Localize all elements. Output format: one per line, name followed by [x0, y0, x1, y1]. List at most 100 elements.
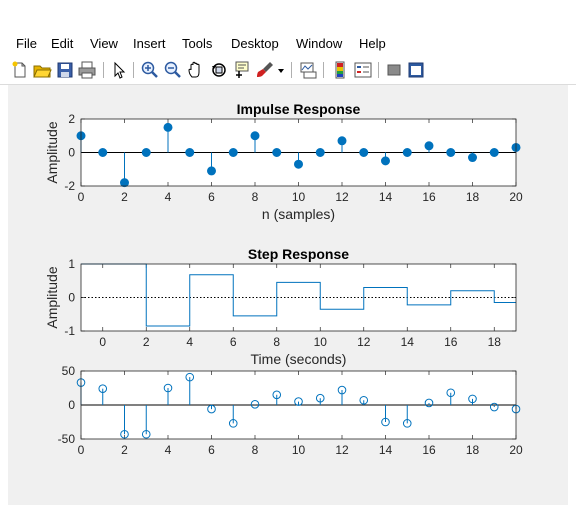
stem-marker	[381, 156, 390, 166]
stem-marker	[98, 384, 108, 393]
stem-marker	[315, 148, 325, 157]
toolbar-separator	[291, 62, 292, 78]
y-tick-label: 0	[68, 146, 75, 160]
link-plot-icon[interactable]	[298, 60, 318, 80]
data-cursor-icon[interactable]	[232, 60, 252, 80]
brush-icon[interactable]	[255, 60, 275, 80]
menu-edit[interactable]: Edit	[51, 36, 74, 51]
menu-tools[interactable]: Tools	[182, 36, 213, 51]
stem-marker	[402, 419, 412, 428]
toolbar-separator	[323, 62, 324, 78]
x-tick-label: 18	[488, 335, 502, 349]
menu-view[interactable]: View	[90, 36, 118, 51]
y-tick-label: 2	[68, 112, 75, 126]
zoom-in-icon[interactable]	[140, 60, 160, 80]
stem-marker	[489, 148, 499, 157]
x-tick-label: 0	[99, 335, 106, 349]
stem-marker	[337, 385, 347, 395]
dropdown-arrow-icon[interactable]	[276, 60, 286, 80]
chart-title: Impulse Response	[237, 101, 361, 117]
stem-marker	[424, 398, 434, 408]
x-tick-label: 0	[78, 190, 85, 204]
stem-marker	[163, 122, 173, 132]
stem-marker	[359, 395, 369, 405]
colorbar-icon[interactable]	[330, 60, 350, 80]
axes-border	[80, 118, 517, 187]
x-tick-label: 4	[186, 335, 193, 349]
x-tick-label: 8	[252, 190, 259, 204]
new-file-icon[interactable]	[10, 60, 30, 80]
x-tick-label: 18	[466, 443, 480, 457]
stem-marker	[489, 402, 499, 412]
y-tick-label: -50	[58, 432, 76, 446]
pan-hand-icon[interactable]	[186, 60, 206, 80]
x-tick-label: 4	[165, 443, 172, 457]
open-folder-icon[interactable]	[32, 60, 52, 80]
save-icon[interactable]	[55, 60, 75, 80]
menu-desktop[interactable]: Desktop	[231, 36, 279, 51]
x-axis-label: Time (seconds)	[251, 351, 347, 367]
y-axis-label: Amplitude	[44, 266, 60, 328]
stem-marker	[207, 166, 216, 176]
axes-border	[80, 370, 517, 440]
x-tick-label: 14	[401, 335, 415, 349]
x-tick-label: 16	[444, 335, 458, 349]
stem-marker	[163, 383, 173, 393]
chart-2	[80, 263, 517, 332]
chart-title: Step Response	[248, 246, 349, 262]
y-axis-label: Amplitude	[44, 121, 60, 183]
stem-marker	[250, 131, 260, 141]
stem-marker	[185, 148, 195, 157]
stem-marker	[468, 394, 477, 404]
x-tick-label: 16	[422, 190, 436, 204]
x-tick-label: 14	[379, 443, 393, 457]
x-tick-label: 14	[379, 190, 393, 204]
x-tick-label: 18	[466, 190, 480, 204]
legend-icon[interactable]	[353, 60, 373, 80]
x-axis-label: n (samples)	[262, 206, 335, 222]
x-tick-label: 10	[292, 190, 306, 204]
y-tick-label: 0	[68, 398, 75, 412]
y-tick-label: -2	[64, 179, 75, 193]
x-tick-label: 6	[230, 335, 237, 349]
x-tick-label: 0	[78, 443, 85, 457]
stem-marker	[446, 148, 456, 157]
menu-bar: File Edit View Insert Tools Desktop Wind…	[0, 32, 576, 81]
menu-help[interactable]: Help	[359, 36, 386, 51]
y-tick-label: 1	[68, 257, 75, 271]
hide-plot-tools-icon[interactable]	[384, 60, 404, 80]
stem-marker	[337, 136, 347, 146]
stem-marker	[228, 148, 238, 157]
stem-marker	[207, 404, 216, 414]
stem-marker	[294, 397, 303, 406]
stem-marker	[141, 429, 151, 439]
axes-border	[80, 263, 517, 332]
stem-marker	[272, 148, 282, 157]
stem-marker	[228, 419, 238, 428]
menu-insert[interactable]: Insert	[133, 36, 166, 51]
x-tick-label: 6	[208, 190, 215, 204]
stem-marker	[272, 390, 282, 400]
print-icon[interactable]	[77, 60, 97, 80]
x-tick-label: 10	[314, 335, 328, 349]
x-tick-label: 4	[165, 190, 172, 204]
menu-file[interactable]: File	[16, 36, 37, 51]
rotate-3d-icon[interactable]	[209, 60, 229, 80]
zoom-out-icon[interactable]	[163, 60, 183, 80]
pointer-icon[interactable]	[109, 60, 129, 80]
x-tick-label: 8	[273, 335, 280, 349]
stem-marker	[185, 372, 195, 382]
x-tick-label: 10	[292, 443, 306, 457]
stem-marker	[424, 141, 434, 151]
stem-marker	[446, 388, 456, 398]
stem-marker	[402, 148, 412, 157]
toolbar-separator	[378, 62, 379, 78]
show-plot-tools-icon[interactable]	[406, 60, 426, 80]
stem-marker	[141, 148, 151, 157]
y-tick-label: 50	[62, 364, 76, 378]
stem-marker	[98, 148, 108, 157]
stem-marker	[468, 153, 477, 163]
menu-window[interactable]: Window	[296, 36, 343, 51]
